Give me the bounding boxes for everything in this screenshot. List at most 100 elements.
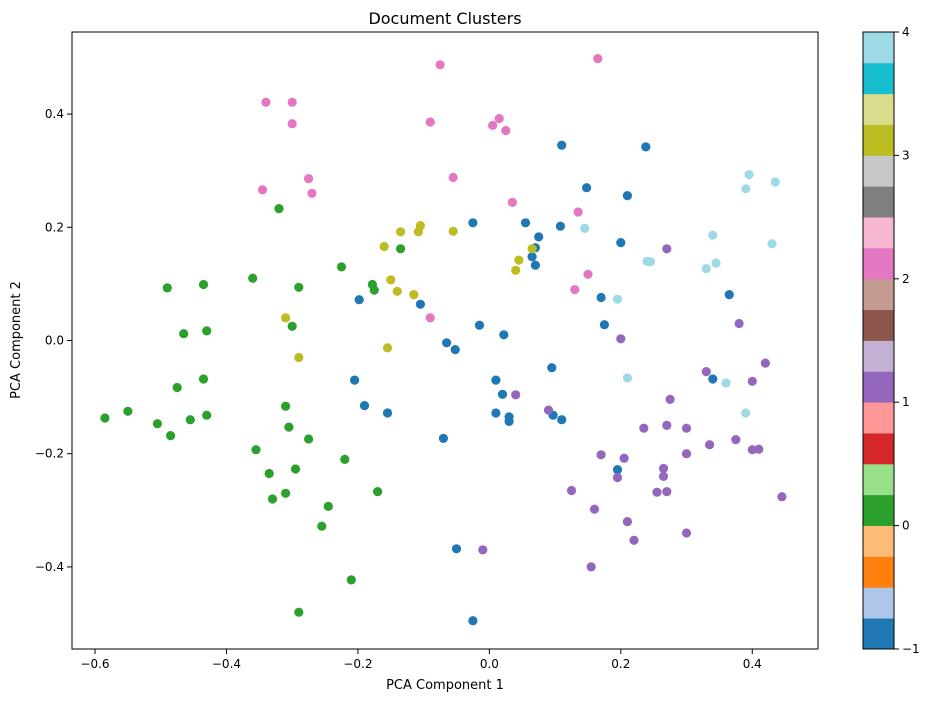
scatter-point-cluster-0 — [290, 464, 301, 474]
scatter-point-cluster-4 — [741, 408, 751, 418]
scatter-point-cluster--1 — [497, 389, 508, 399]
scatter-point-cluster-1 — [731, 435, 741, 445]
scatter-point-cluster-0 — [281, 488, 291, 498]
scatter-point-cluster--1 — [491, 408, 501, 418]
scatter-point-cluster--1 — [641, 142, 651, 152]
colorbar-segment — [863, 217, 894, 249]
colorbar-segment — [863, 433, 894, 465]
scatter-point-cluster-1 — [619, 453, 629, 463]
scatter-point-cluster--1 — [534, 232, 544, 242]
scatter-point-cluster-1 — [658, 471, 669, 481]
scatter-point-cluster-3 — [281, 313, 291, 323]
colorbar-segment — [863, 556, 894, 588]
scatter-point-cluster-3 — [386, 275, 396, 285]
scatter-point-cluster-0 — [287, 321, 297, 331]
y-axis: −0.4 −0.2 0.0 0.2 0.4 — [35, 107, 72, 574]
scatter-point-cluster-1 — [639, 423, 649, 433]
scatter-point-cluster-1 — [586, 562, 596, 572]
scatter-point-cluster-0 — [323, 501, 333, 511]
scatter-point-cluster-3 — [448, 226, 458, 236]
colorbar-segment — [863, 618, 894, 650]
scatter-point-cluster-0 — [123, 406, 133, 416]
scatter-point-cluster-3 — [379, 241, 389, 252]
scatter-point-cluster-1 — [705, 440, 715, 450]
scatter-point-cluster-2 — [258, 185, 268, 195]
scatter-point-cluster-2 — [287, 119, 297, 129]
scatter-point-cluster--1 — [438, 433, 448, 443]
colorbar-segment — [863, 371, 894, 403]
colorbar-segment — [863, 587, 894, 619]
scatter-point-cluster-2 — [488, 120, 498, 130]
scatter-point-cluster--1 — [708, 374, 718, 384]
scatter-point-cluster--1 — [527, 252, 537, 262]
scatter-point-cluster-4 — [612, 294, 623, 304]
scatter-point-cluster-2 — [501, 125, 511, 136]
colorbar-segment — [863, 93, 894, 125]
scatter-point-cluster-4 — [708, 230, 718, 240]
x-axis-label: PCA Component 1 — [386, 678, 504, 693]
scatter-point-cluster--1 — [499, 330, 509, 340]
scatter-point-cluster-4 — [645, 257, 656, 267]
colorbar-segment — [863, 402, 894, 434]
colorbar-segment — [863, 247, 894, 280]
scatter-points-layer — [100, 54, 787, 626]
scatter-point-cluster--1 — [582, 183, 592, 193]
scatter-point-cluster--1 — [451, 544, 462, 554]
scatter-point-cluster-1 — [760, 358, 771, 368]
y-tick-label: −0.2 — [35, 447, 64, 461]
scatter-point-cluster-1 — [681, 423, 692, 433]
scatter-point-cluster-2 — [583, 269, 593, 279]
scatter-point-cluster-3 — [413, 227, 423, 237]
scatter-point-cluster-2 — [261, 97, 271, 107]
x-tick-label: −0.6 — [80, 657, 109, 671]
scatter-point-cluster-0 — [202, 326, 212, 336]
scatter-point-cluster-2 — [304, 174, 314, 184]
y-tick-label: 0.4 — [45, 107, 64, 121]
colorbar-tick-label: 3 — [902, 148, 910, 162]
scatter-point-cluster--1 — [555, 221, 566, 231]
scatter-point-cluster-0 — [274, 204, 284, 214]
scatter-point-cluster-3 — [409, 290, 419, 300]
scatter-point-cluster-1 — [658, 463, 669, 473]
scatter-point-cluster-0 — [166, 431, 176, 441]
scatter-point-cluster-2 — [435, 60, 445, 70]
scatter-point-cluster-3 — [511, 265, 521, 275]
scatter-point-cluster-3 — [294, 352, 304, 363]
colorbar-segment — [863, 62, 894, 95]
scatter-point-cluster-3 — [396, 227, 406, 237]
scatter-point-cluster--1 — [442, 338, 452, 348]
scatter-point-cluster-0 — [281, 401, 291, 411]
colorbar-segment — [863, 32, 894, 64]
scatter-point-cluster-0 — [198, 374, 209, 384]
scatter-point-cluster-2 — [494, 114, 504, 124]
y-tick-label: −0.4 — [35, 560, 64, 574]
scatter-point-cluster-2 — [507, 197, 517, 207]
scatter-point-cluster-0 — [294, 607, 304, 617]
scatter-point-cluster--1 — [724, 290, 734, 300]
scatter-point-cluster-1 — [662, 487, 672, 497]
scatter-point-cluster-1 — [734, 318, 744, 329]
y-axis-label: PCA Component 2 — [9, 281, 24, 399]
scatter-point-cluster--1 — [504, 416, 514, 426]
scatter-point-cluster-3 — [514, 255, 524, 265]
scatter-point-cluster--1 — [520, 218, 531, 228]
scatter-point-cluster--1 — [596, 292, 606, 303]
scatter-point-cluster-1 — [701, 367, 711, 377]
scatter-point-cluster--1 — [468, 616, 478, 626]
scatter-point-cluster-2 — [287, 97, 297, 107]
scatter-point-cluster-1 — [681, 528, 692, 538]
scatter-point-cluster-1 — [747, 376, 757, 386]
colorbar-tick-label: 4 — [902, 25, 910, 39]
y-tick-label: 0.2 — [45, 220, 64, 234]
x-tick-label: 0.0 — [480, 657, 499, 671]
scatter-point-cluster-3 — [382, 343, 393, 353]
scatter-point-cluster-0 — [198, 279, 209, 290]
scatter-point-cluster-0 — [100, 413, 110, 423]
scatter-point-cluster-0 — [162, 283, 172, 293]
scatter-point-cluster--1 — [382, 408, 393, 418]
scatter-point-cluster-1 — [662, 244, 672, 254]
scatter-point-cluster-0 — [340, 454, 350, 464]
scatter-point-cluster-4 — [770, 177, 780, 187]
colorbar-tick-label: −1 — [902, 642, 920, 656]
colorbar-tick-label: 0 — [902, 519, 910, 533]
